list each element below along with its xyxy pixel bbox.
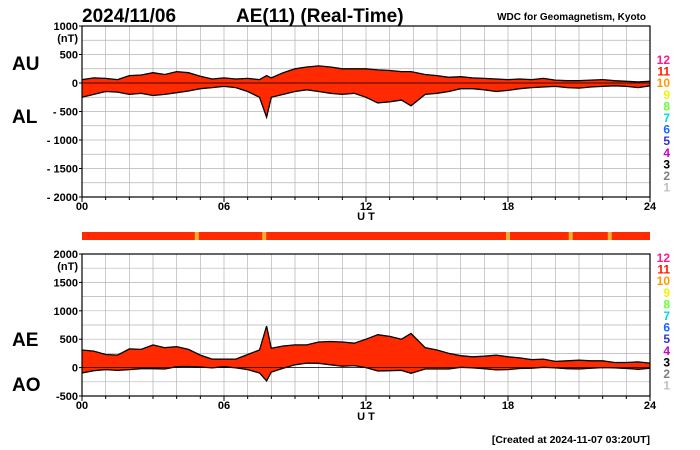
coverage-bar-flag — [194, 232, 199, 240]
ae-ao-y-tick-label: -500 — [56, 391, 78, 403]
station-count-label: 5 — [663, 332, 670, 346]
au-al-series — [81, 65, 651, 120]
au-al-x-tick-label: 00 — [76, 201, 88, 213]
au-al-x-tick-label: 12 — [360, 201, 372, 213]
station-count-label: 4 — [663, 146, 670, 160]
au-tag: AU — [12, 54, 39, 75]
au-al-filled-band — [82, 65, 650, 118]
station-count-label: 3 — [663, 157, 670, 171]
station-count-label: 2 — [663, 367, 670, 381]
station-count-label: 12 — [657, 53, 671, 67]
al-tag: AL — [12, 107, 38, 128]
au-al-y-tick-label: - 2000 — [47, 192, 78, 204]
station-coverage-bar — [82, 232, 650, 240]
station-count-label: 6 — [663, 123, 670, 137]
au-al-y-tick-label: - 1000 — [47, 135, 78, 147]
station-count-label: 10 — [657, 274, 671, 288]
index-title: AE(11) (Real-Time) — [236, 6, 404, 27]
station-count-label: 9 — [663, 88, 670, 102]
au-al-y-tick-label: - 500 — [53, 107, 78, 119]
ae-ao-x-tick-label: 12 — [360, 400, 372, 412]
created-timestamp: [Created at 2024-11-07 03:20UT] — [492, 434, 650, 446]
ao-tag: AO — [12, 375, 41, 396]
station-count-label: 8 — [663, 99, 670, 113]
ae-ao-axis-labels: 00 06 12 18 24 2000 1500 1000 500 0 -500 (nT) — [54, 249, 657, 412]
au-al-y-tick-label: - 1500 — [47, 164, 78, 176]
date-title: 2024/11/06 — [82, 6, 176, 27]
source-label: WDC for Geomagnetism, Kyoto — [497, 12, 646, 23]
ae-ao-y-tick-label: 0 — [72, 363, 78, 375]
au-al-grid — [82, 26, 650, 197]
station-count-label: 7 — [663, 111, 670, 125]
ae-tag: AE — [12, 330, 38, 351]
station-count-label: 8 — [663, 297, 670, 311]
coverage-bar-base — [82, 232, 650, 240]
ae-ao-y-tick-label: 1000 — [54, 306, 78, 318]
ae-ao-y-tick-label: 2000 — [54, 249, 78, 261]
station-count-label: 5 — [663, 134, 670, 148]
series-line-au — [81, 65, 651, 83]
series-line-ae — [81, 325, 651, 364]
ae-ao-x-axis-title: U T — [357, 411, 375, 423]
station-count-label: 1 — [663, 181, 670, 195]
ae-ao-y-tick-label: 1500 — [54, 277, 78, 289]
ae-ao-x-tick-label: 06 — [218, 400, 230, 412]
ae-ao-axes — [79, 253, 651, 401]
au-al-axes — [79, 25, 651, 202]
ae-ao-y-tick-label: 500 — [60, 334, 78, 346]
au-al-x-tick-label: 06 — [218, 201, 230, 213]
station-count-label: 3 — [663, 355, 670, 369]
station-count-label: 1 — [663, 379, 670, 393]
station-count-label: 2 — [663, 169, 670, 183]
ae-ao-grid — [82, 254, 650, 396]
coverage-bar-flag — [607, 232, 612, 240]
au-al-x-tick-label: 18 — [502, 201, 514, 213]
station-count-label: 11 — [657, 65, 670, 79]
station-count-label: 6 — [663, 321, 670, 335]
au-al-x-tick-label: 24 — [644, 201, 657, 213]
station-count-label: 4 — [663, 344, 670, 358]
au-al-y-unit-label: (nT) — [57, 33, 78, 45]
station-count-label: 12 — [657, 251, 671, 265]
station-count-label: 11 — [657, 263, 670, 277]
ae-ao-x-tick-label: 24 — [644, 400, 657, 412]
au-al-y-tick-label: 0 — [72, 78, 78, 90]
station-count-label: 9 — [663, 286, 670, 300]
coverage-bar-flag — [262, 232, 267, 240]
au-al-y-tick-label: 500 — [60, 50, 78, 62]
station-count-label: 10 — [657, 76, 671, 90]
ae-ao-y-unit-label: (nT) — [57, 261, 78, 273]
station-count-label: 7 — [663, 309, 670, 323]
series-line-al — [81, 85, 651, 120]
au-al-axis-labels: 00 06 12 18 24 1000 500 0 - 500 - 1000 - 1500 - 200… — [47, 21, 657, 213]
coverage-bar-flag — [506, 232, 510, 240]
au-al-y-tick-label: 1000 — [54, 21, 78, 33]
ae-ao-x-tick-label: 00 — [76, 400, 88, 412]
coverage-bar-flag — [568, 232, 573, 240]
ae-ao-x-tick-label: 18 — [502, 400, 514, 412]
au-al-x-axis-title: U T — [357, 211, 375, 223]
